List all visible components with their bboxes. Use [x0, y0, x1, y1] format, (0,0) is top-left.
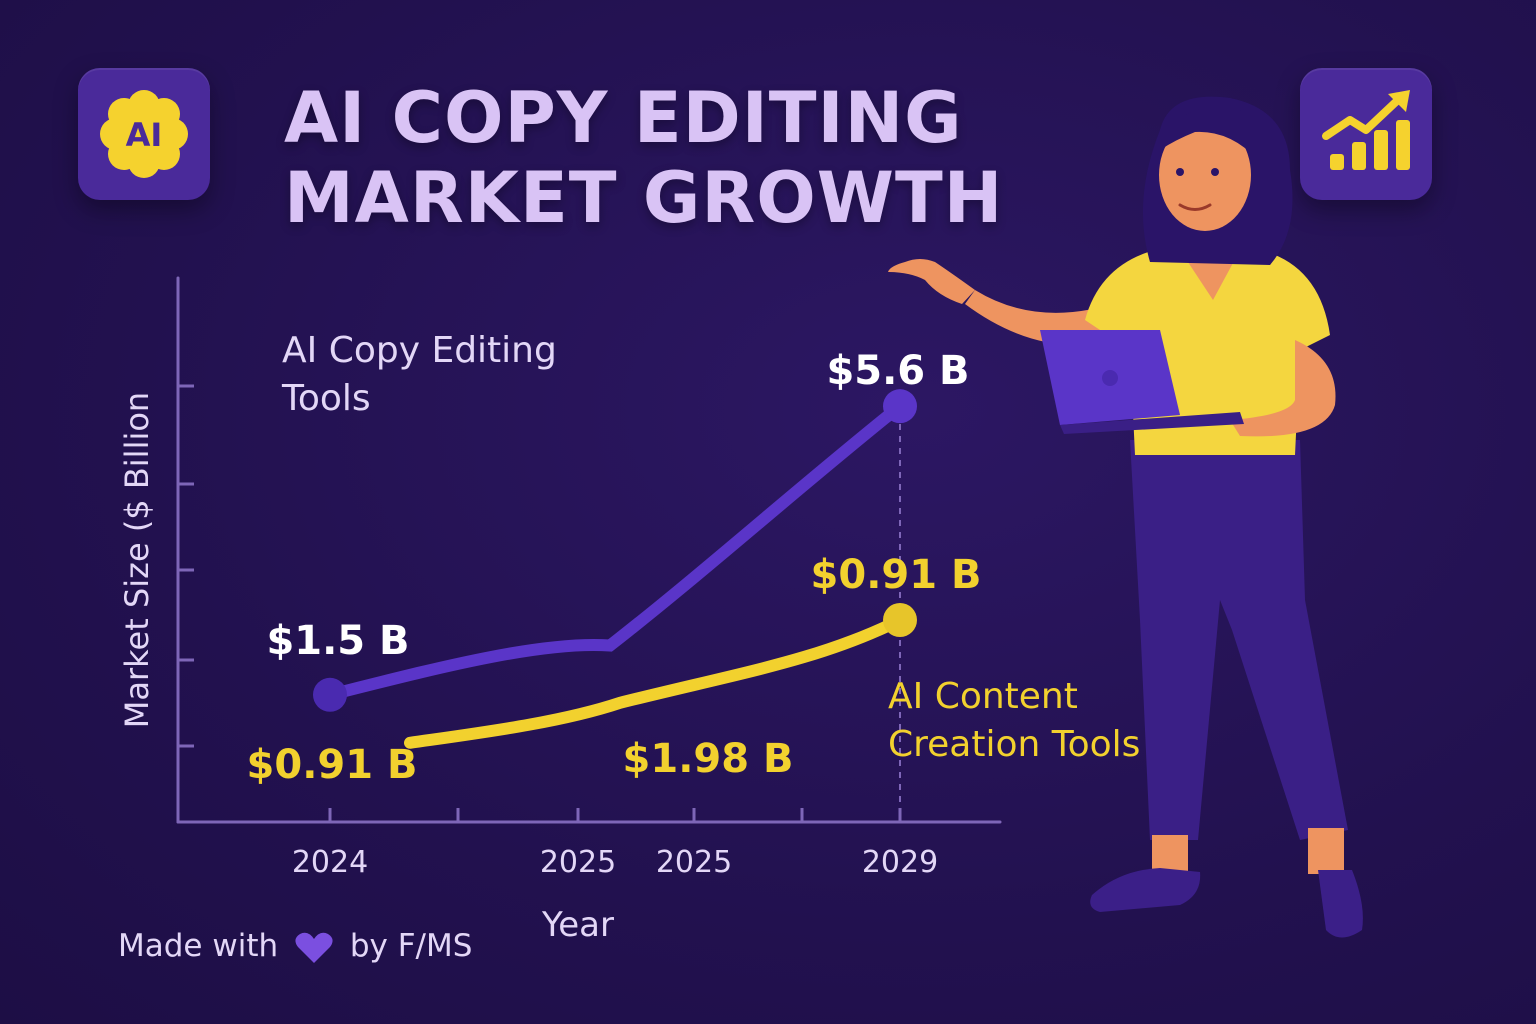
y-axis-label: Market Size ($ Billion	[118, 392, 156, 728]
data-label: $5.6 B	[826, 348, 969, 394]
series-name-purple-line2: Tools	[281, 378, 371, 419]
x-axis-label: Year	[541, 905, 614, 945]
data-label: $1.5 B	[266, 618, 409, 664]
x-tick-label: 2025	[540, 845, 616, 880]
ai-brain-icon: AI	[100, 90, 188, 178]
x-tick-label: 2029	[862, 845, 938, 880]
data-label: $0.91 B	[247, 742, 418, 788]
ai-badge-text: AI	[126, 116, 163, 154]
series-name-yellow-line2: Creation Tools	[888, 724, 1140, 765]
page-title: AI COPY EDITING MARKET GROWTH	[284, 78, 1003, 238]
data-point	[313, 677, 347, 712]
data-point	[883, 603, 917, 637]
title-line-1: AI COPY EDITING	[284, 77, 963, 159]
data-label: $0.91 B	[811, 552, 982, 598]
ai-brain-badge: AI	[78, 68, 210, 200]
heart-icon	[295, 932, 333, 963]
series-name-yellow-line1: AI Content	[888, 676, 1078, 717]
data-point	[883, 389, 917, 424]
footer-made-with: Made with	[118, 928, 279, 964]
series-line-ai-content-creation	[404, 614, 906, 749]
title-line-2: MARKET GROWTH	[284, 157, 1004, 239]
x-tick-label: 2024	[292, 845, 368, 880]
series-line-ai-copy-editing	[324, 400, 906, 701]
x-tick-label: 2025	[656, 845, 732, 880]
footer-by: by F/MS	[349, 928, 473, 964]
data-label: $1.98 B	[623, 736, 794, 782]
footer-credit: Made with by F/MS	[118, 928, 472, 965]
growth-chart-icon	[1322, 90, 1410, 170]
series-name-purple-line1: AI Copy Editing	[282, 330, 557, 371]
growth-badge	[1300, 68, 1432, 200]
